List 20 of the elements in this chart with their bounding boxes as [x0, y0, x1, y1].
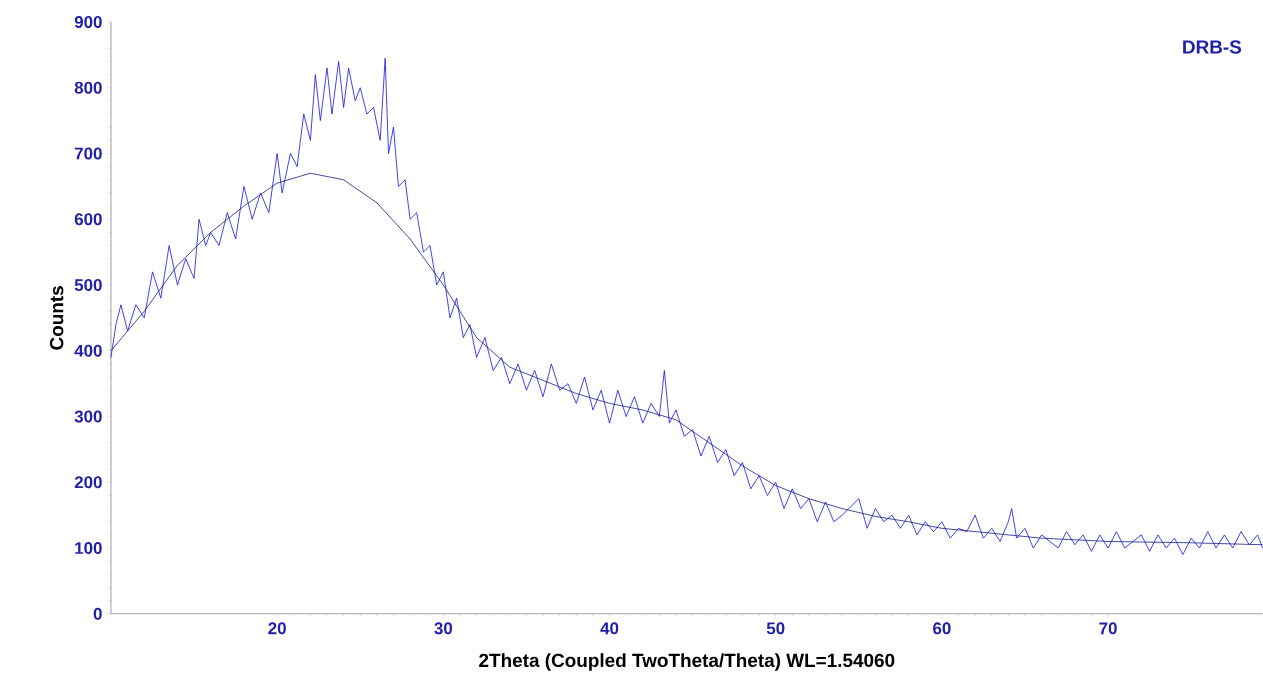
y-tick-label: 600 — [74, 213, 102, 226]
x-tick-label: 40 — [600, 622, 619, 635]
y-tick-label: 500 — [74, 278, 102, 291]
y-tick-label: 200 — [74, 476, 102, 489]
x-tick-label: 30 — [434, 622, 453, 635]
x-tick-label: 50 — [766, 622, 785, 635]
y-axis-title: Counts — [49, 286, 64, 350]
y-tick-label: 300 — [74, 410, 102, 423]
annotation: DRB-S — [1183, 40, 1242, 54]
y-tick-label: 900 — [74, 15, 102, 28]
y-tick-label: 100 — [75, 541, 102, 554]
x-tick-label: 70 — [1099, 622, 1117, 635]
y-tick-label: 400 — [74, 344, 102, 357]
x-tick-label: 60 — [933, 622, 951, 635]
line-series — [110, 57, 1263, 555]
y-tick-label: 800 — [74, 81, 102, 94]
y-tick-label: 0 — [93, 607, 102, 620]
x-axis-title: 2Theta (Coupled TwoTheta/Theta) WL=1.54060 — [479, 653, 895, 671]
y-tick-label: 700 — [74, 147, 102, 160]
x-tick-label: 20 — [268, 622, 286, 635]
